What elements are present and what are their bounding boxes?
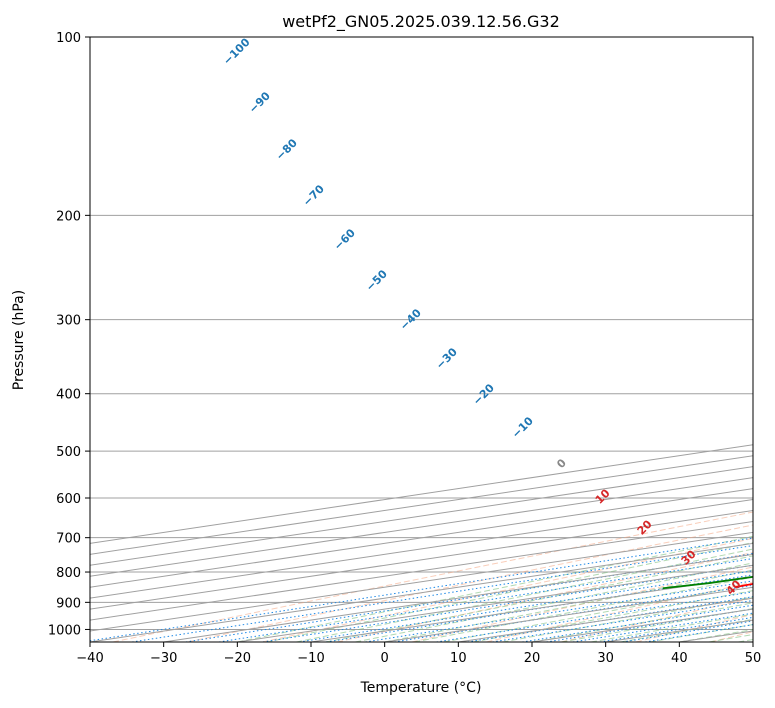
x-tick-label: −10 bbox=[297, 651, 324, 666]
moist-adiabat-line bbox=[502, 596, 753, 642]
dry-adiabat-line bbox=[486, 581, 753, 642]
x-axis-label: Temperature (°C) bbox=[360, 680, 482, 696]
isotherm-line bbox=[90, 509, 753, 610]
y-tick-label: 600 bbox=[56, 492, 81, 507]
isotherm-line bbox=[90, 455, 753, 555]
y-axis-ticks: 100 200 300 400 500 600 700 800 900 1000 bbox=[48, 31, 90, 638]
isotherm-line bbox=[90, 477, 753, 577]
y-tick-label: 700 bbox=[56, 532, 81, 547]
mixing-ratio-line bbox=[522, 604, 753, 642]
y-tick-label: 1000 bbox=[48, 623, 81, 638]
isotherm-line bbox=[90, 520, 753, 621]
y-tick-label: 900 bbox=[56, 596, 81, 611]
x-tick-label: 10 bbox=[450, 651, 467, 666]
y-tick-label: 800 bbox=[56, 566, 81, 581]
x-tick-label: −20 bbox=[224, 651, 251, 666]
chart-title: wetPf2_GN05.2025.039.12.56.G32 bbox=[282, 12, 560, 32]
isotherm-line bbox=[90, 466, 753, 566]
plot-frame bbox=[89, 36, 754, 643]
x-tick-label: 50 bbox=[745, 651, 762, 666]
moist-adiabat-line bbox=[296, 548, 753, 642]
y-tick-label: 300 bbox=[56, 314, 81, 329]
mixing-ratio-line bbox=[599, 616, 753, 642]
x-tick-label: −40 bbox=[76, 651, 103, 666]
y-tick-label: 500 bbox=[56, 445, 81, 460]
moist-adiabat-line bbox=[384, 569, 753, 642]
mixing-ratio-line bbox=[572, 612, 753, 642]
moist-adiabat-line bbox=[266, 542, 753, 642]
moist-adiabat-line bbox=[237, 535, 753, 642]
y-tick-label: 400 bbox=[56, 388, 81, 403]
isotherm-line bbox=[90, 488, 753, 588]
isotherms bbox=[90, 444, 753, 642]
x-tick-label: 40 bbox=[671, 651, 688, 666]
x-tick-label: −30 bbox=[150, 651, 177, 666]
mixing-ratio-line bbox=[218, 558, 753, 642]
y-axis-label: Pressure (hPa) bbox=[11, 290, 27, 390]
isotherm-line bbox=[90, 531, 753, 632]
mixing-ratio-line bbox=[90, 537, 753, 642]
y-tick-label: 200 bbox=[56, 209, 81, 224]
moist-adiabat-line bbox=[414, 576, 753, 642]
y-tick-label: 100 bbox=[56, 31, 81, 46]
isotherm-line bbox=[90, 444, 753, 544]
x-tick-label: 30 bbox=[597, 651, 614, 666]
x-axis-ticks: −40 −30 −20 −10 0 10 20 30 40 50 bbox=[76, 642, 761, 666]
x-tick-label: 0 bbox=[381, 651, 389, 666]
isotherm-line bbox=[90, 499, 753, 599]
mixing-ratio-line bbox=[131, 545, 753, 642]
dry-adiabat-line bbox=[112, 511, 753, 642]
dry-adiabat-line bbox=[262, 537, 753, 642]
plot-area: 0.10.20.40.611.52346810131620253036−100−… bbox=[90, 37, 753, 642]
mixing-ratio-line bbox=[185, 553, 753, 642]
x-tick-label: 20 bbox=[524, 651, 541, 666]
